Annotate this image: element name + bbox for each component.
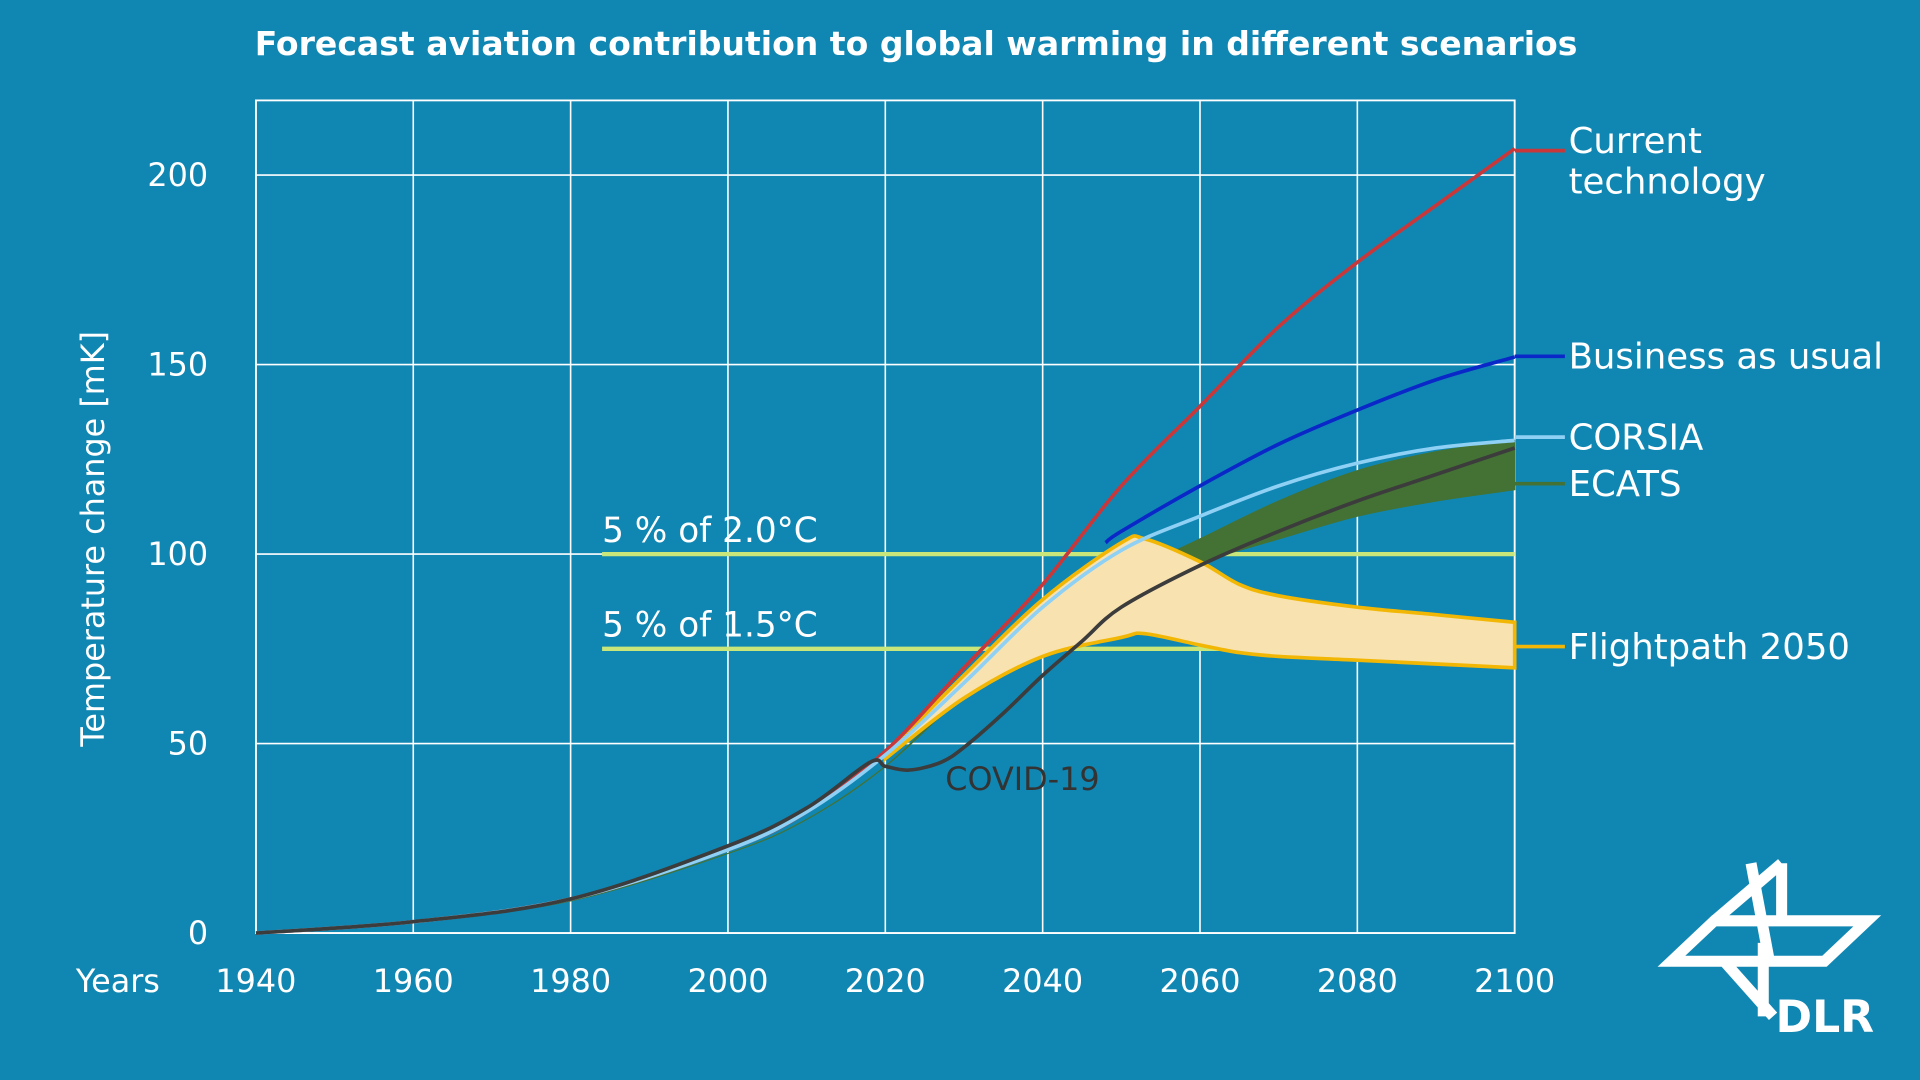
x-tick-label: 2040 [1002,962,1083,1000]
y-tick-label: 200 [147,156,208,194]
x-tick-label: 1960 [373,962,454,1000]
series-band-flightpath-2050 [883,534,1517,763]
plot-area: 5 % of 2.0°C 5 % of 1.5°C Currenttechnolog… [255,121,1883,935]
legend-label: Current [1569,121,1702,162]
series-line-business-as-usual [1104,355,1516,545]
reference-line-label: 5 % of 2.0°C [602,511,818,551]
legend-label: Flightpath 2050 [1569,627,1850,668]
dlr-logo-text: DLR [1776,992,1875,1043]
legend-label: CORSIA [1569,417,1704,458]
dlr-logo: DLR [1657,859,1882,1043]
legend-label: Business as usual [1569,337,1883,378]
x-tick-label: 2060 [1159,962,1240,1000]
x-tick-label: 2100 [1474,962,1555,1000]
x-axis-label: Years [75,962,160,1000]
y-axis-label: Temperature change [mK] [74,331,112,748]
axis-labels: 1940 1960 1980 2000 2020 2040 2060 2080 2100 0 50 1… [147,156,1555,1000]
x-tick-label: 2000 [687,962,768,1000]
reference-line-label: 5 % of 1.5°C [602,606,818,646]
x-tick-label: 2020 [845,962,926,1000]
y-tick-label: 0 [188,914,208,952]
legend-label: ECATS [1569,464,1682,505]
x-tick-label: 1980 [530,962,611,1000]
covid-annotation: COVID-19 [945,760,1099,798]
x-tick-label: 2080 [1317,962,1398,1000]
x-tick-label: 1940 [215,962,296,1000]
chart-title: Forecast aviation contribution to global… [255,24,1578,63]
y-tick-label: 150 [147,346,208,384]
y-tick-label: 50 [168,725,209,763]
dlr-logo-mark [1657,859,1882,1020]
series-line-covid-19 [255,446,1516,935]
legend-label: technology [1569,161,1766,202]
y-tick-label: 100 [147,535,208,573]
